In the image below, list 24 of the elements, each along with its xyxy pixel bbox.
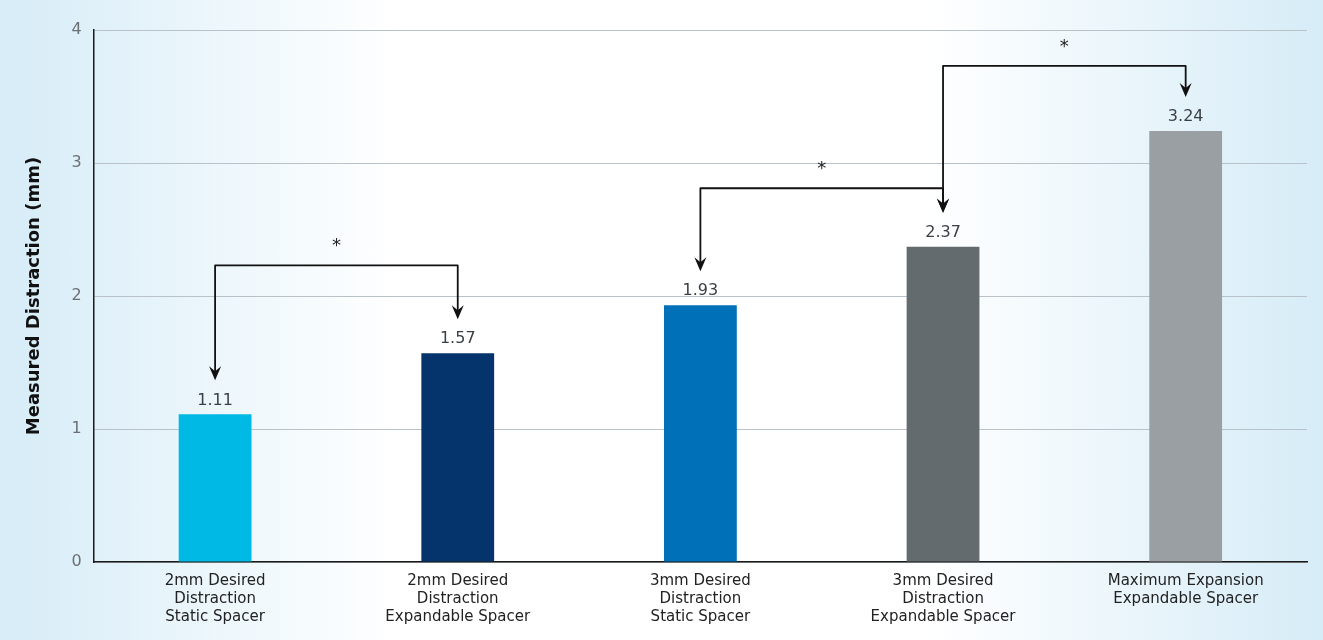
bar xyxy=(663,305,737,562)
y-tick-label: 2 xyxy=(71,285,82,305)
bar xyxy=(1149,131,1223,562)
y-tick-label: 0 xyxy=(71,551,82,571)
x-tick-label: 2mm Desired Distraction Expandable Spacer xyxy=(385,570,531,625)
annotation: * xyxy=(331,234,341,256)
bar xyxy=(421,353,495,562)
y-tick-label: 4 xyxy=(71,19,82,39)
x-tick-label: 3mm Desired Distraction Static Spacer xyxy=(649,570,751,625)
annotation: * xyxy=(817,157,827,179)
y-axis-title: Measured Distraction (mm) xyxy=(22,156,44,436)
x-tick-label: 2mm Desired Distraction Static Spacer xyxy=(164,570,266,625)
data-label: 1.57 xyxy=(439,328,476,348)
x-tick-label: 3mm Desired Distraction Expandable Spacer xyxy=(870,570,1017,625)
data-label: 3.24 xyxy=(1167,106,1204,126)
y-tick-label: 1 xyxy=(71,418,82,438)
bar xyxy=(906,246,980,562)
x-tick-label: Maximum Expansion Expandable Spacer xyxy=(1107,570,1264,607)
y-tick-label: 3 xyxy=(71,152,82,172)
data-label: 1.11 xyxy=(197,389,233,409)
data-label: 1.93 xyxy=(682,280,719,300)
annotation: * xyxy=(1059,34,1069,56)
bar xyxy=(178,414,252,562)
data-label: 2.37 xyxy=(925,221,961,241)
